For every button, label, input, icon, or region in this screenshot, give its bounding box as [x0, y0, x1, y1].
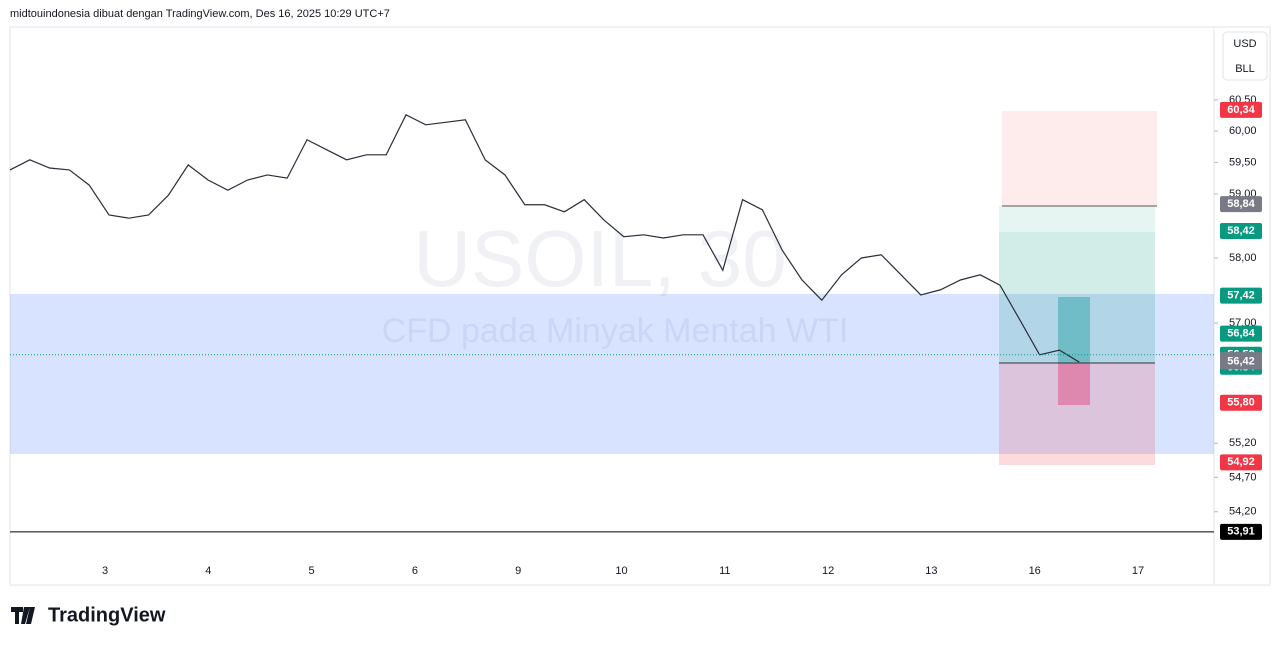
position-box [1058, 297, 1090, 363]
unit: BLL [1235, 63, 1255, 75]
x-tick-label: 10 [615, 565, 627, 577]
position-box [1058, 363, 1090, 405]
x-tick-label: 3 [102, 565, 108, 577]
header: midtouindonesia dibuat dengan TradingVie… [10, 8, 390, 20]
price-badge-label: 56,84 [1227, 328, 1255, 340]
price-badge [1220, 353, 1262, 370]
price-badge [1220, 325, 1262, 342]
price-badge-label: 55,80 [1227, 397, 1255, 409]
target-zone [999, 232, 1155, 363]
x-tick-label: 5 [309, 565, 315, 577]
y-tick-label: 60,00 [1229, 125, 1257, 137]
price-badge [1220, 394, 1262, 411]
watermark-title: USOIL, 30 [413, 214, 787, 303]
price-line [9, 114, 1080, 363]
x-tick-label: 13 [925, 565, 937, 577]
price-badge [1220, 196, 1262, 213]
y-tick-label: 55,20 [1229, 437, 1257, 449]
x-tick-label: 16 [1029, 565, 1041, 577]
x-tick-label: 11 [719, 565, 730, 577]
price-badge-label: 56,42 [1227, 355, 1255, 367]
y-tick-label: 54,20 [1229, 506, 1257, 518]
price-badge-label: 54,92 [1227, 456, 1255, 468]
price-badge-label: 60,34 [1227, 104, 1255, 116]
price-badge [1220, 454, 1262, 471]
price-badge [1220, 222, 1262, 239]
x-tick-label: 4 [205, 565, 211, 577]
target-zone [999, 206, 1155, 232]
stop-zone [1002, 111, 1157, 206]
price-badge-label: 57,42 [1227, 290, 1255, 302]
chart-frame [9, 26, 1271, 586]
zone [10, 294, 1214, 454]
price-badge [1220, 523, 1262, 540]
currency: USD [1233, 38, 1256, 50]
watermark-subtitle: CFD pada Minyak Mentah WTI [382, 312, 849, 350]
price-badge-label: 58,42 [1227, 225, 1255, 237]
price-badge [1220, 101, 1262, 118]
x-tick-label: 17 [1132, 565, 1144, 577]
footer-logo: TradingView [48, 604, 166, 626]
x-tick-label: 6 [412, 565, 418, 577]
price-badge [1220, 287, 1262, 304]
x-tick-label: 9 [515, 565, 521, 577]
x-tick-label: 12 [822, 565, 834, 577]
stop-zone [999, 363, 1155, 465]
logo [11, 607, 35, 624]
y-tick-label: 54,70 [1229, 471, 1257, 483]
price-badge-label: 58,84 [1227, 198, 1255, 210]
currency-box[interactable] [1222, 31, 1268, 81]
y-tick-label: 58,00 [1229, 252, 1257, 264]
y-tick-label: 59,50 [1229, 156, 1257, 168]
price-badge-label: 53,91 [1227, 526, 1255, 538]
